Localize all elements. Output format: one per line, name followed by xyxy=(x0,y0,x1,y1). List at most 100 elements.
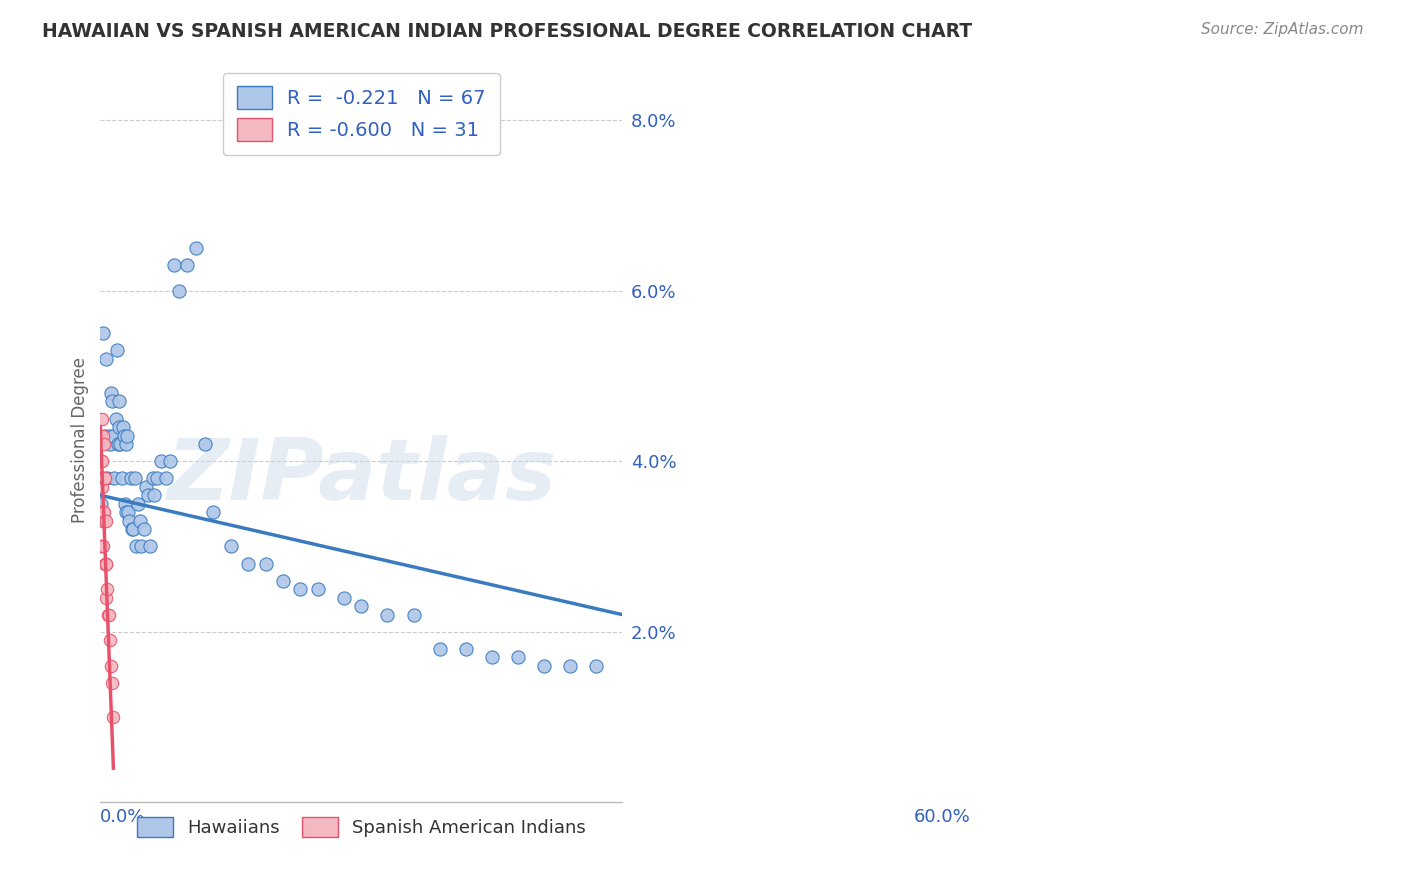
Point xyxy=(100,394,122,409)
Point xyxy=(103,471,125,485)
Text: HAWAIIAN VS SPANISH AMERICAN INDIAN PROFESSIONAL DEGREE CORRELATION CHART: HAWAIIAN VS SPANISH AMERICAN INDIAN PROF… xyxy=(42,22,973,41)
Point xyxy=(97,607,120,622)
Point xyxy=(290,582,312,596)
Point xyxy=(103,710,125,724)
Text: 60.0%: 60.0% xyxy=(914,808,970,826)
Point xyxy=(350,599,373,614)
Point xyxy=(107,394,129,409)
Point xyxy=(93,471,115,485)
Point xyxy=(114,437,136,451)
Point xyxy=(94,514,117,528)
Point xyxy=(93,437,115,451)
Point xyxy=(128,514,150,528)
Point xyxy=(96,557,118,571)
Point xyxy=(98,437,121,451)
Point xyxy=(454,641,477,656)
Point xyxy=(142,471,165,485)
Point xyxy=(90,497,112,511)
Point xyxy=(125,540,148,554)
Point xyxy=(132,522,155,536)
Point xyxy=(103,428,125,442)
Point xyxy=(506,650,529,665)
Point xyxy=(176,258,198,272)
Point xyxy=(533,658,555,673)
Point xyxy=(121,522,143,536)
Point xyxy=(108,420,131,434)
Point xyxy=(96,471,118,485)
Point xyxy=(105,411,128,425)
Text: ZIPatlas: ZIPatlas xyxy=(166,434,557,517)
Point xyxy=(402,607,425,622)
Point xyxy=(120,471,142,485)
Point xyxy=(585,658,607,673)
Point xyxy=(93,514,115,528)
Point xyxy=(98,428,121,442)
Point xyxy=(91,428,114,442)
Point xyxy=(93,505,115,519)
Point xyxy=(111,420,134,434)
Point xyxy=(90,471,112,485)
Point xyxy=(377,607,399,622)
Point xyxy=(122,522,145,536)
Point xyxy=(100,658,122,673)
Point xyxy=(114,497,136,511)
Point xyxy=(127,497,149,511)
Point xyxy=(91,540,114,554)
Point xyxy=(91,411,114,425)
Point xyxy=(96,351,118,366)
Point xyxy=(155,471,177,485)
Point xyxy=(105,343,128,358)
Point xyxy=(117,428,139,442)
Point xyxy=(167,284,190,298)
Point xyxy=(307,582,329,596)
Point xyxy=(110,437,132,451)
Point xyxy=(429,641,451,656)
Point xyxy=(271,574,294,588)
Point xyxy=(112,428,135,442)
Point xyxy=(254,557,277,571)
Point xyxy=(91,480,114,494)
Point xyxy=(124,471,146,485)
Point xyxy=(159,454,181,468)
Point xyxy=(100,676,122,690)
Point xyxy=(93,428,115,442)
Text: Source: ZipAtlas.com: Source: ZipAtlas.com xyxy=(1201,22,1364,37)
Point xyxy=(333,591,356,605)
Point xyxy=(118,514,141,528)
Point xyxy=(560,658,582,673)
Point xyxy=(139,540,162,554)
Point xyxy=(94,557,117,571)
Point xyxy=(146,471,169,485)
Y-axis label: Professional Degree: Professional Degree xyxy=(72,357,89,523)
Point xyxy=(136,488,159,502)
Point xyxy=(96,582,118,596)
Point xyxy=(143,488,166,502)
Point xyxy=(91,514,114,528)
Point xyxy=(163,258,186,272)
Point xyxy=(90,540,112,554)
Point xyxy=(93,471,115,485)
Point xyxy=(117,505,139,519)
Point xyxy=(135,480,157,494)
Point xyxy=(184,241,207,255)
Point xyxy=(107,437,129,451)
Point xyxy=(90,505,112,519)
Point xyxy=(91,471,114,485)
Point xyxy=(91,454,114,468)
Point xyxy=(100,386,122,401)
Point xyxy=(129,540,152,554)
Point xyxy=(150,454,173,468)
Point xyxy=(115,505,138,519)
Point xyxy=(98,607,121,622)
Point xyxy=(238,557,260,571)
Point xyxy=(93,557,115,571)
Point xyxy=(219,540,242,554)
Legend: Hawaiians, Spanish American Indians: Hawaiians, Spanish American Indians xyxy=(129,810,593,844)
Point xyxy=(96,591,118,605)
Point xyxy=(111,471,134,485)
Text: 0.0%: 0.0% xyxy=(100,808,146,826)
Point xyxy=(98,633,121,648)
Point xyxy=(194,437,217,451)
Point xyxy=(90,454,112,468)
Point xyxy=(91,540,114,554)
